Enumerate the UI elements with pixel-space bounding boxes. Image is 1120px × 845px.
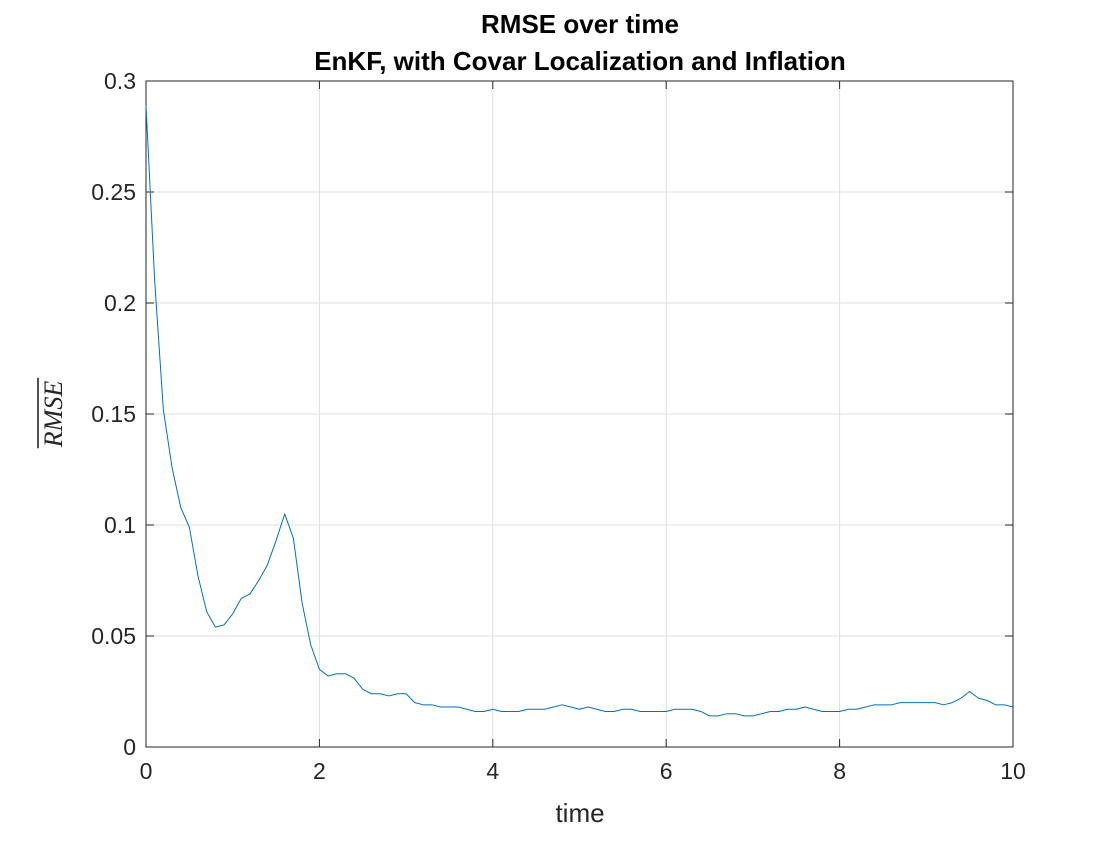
y-axis-label: RMSE xyxy=(39,381,68,449)
y-axis-label-group: RMSE xyxy=(37,377,68,449)
x-tick-label: 8 xyxy=(833,758,846,784)
x-tick-label: 4 xyxy=(486,758,499,784)
series-line xyxy=(145,105,1014,717)
series-layer xyxy=(145,105,1014,717)
chart-subtitle: EnKF, with Covar Localization and Inflat… xyxy=(314,46,846,76)
y-tick-label: 0.2 xyxy=(104,290,136,316)
grid xyxy=(145,80,1014,748)
x-tick-label: 2 xyxy=(313,758,326,784)
y-tick-label: 0.05 xyxy=(91,623,136,649)
x-tick-label: 10 xyxy=(1000,758,1026,784)
x-axis-label: time xyxy=(555,798,604,828)
x-tick-label: 6 xyxy=(660,758,673,784)
y-tick-label: 0.3 xyxy=(104,68,136,94)
axis-labels: 0 2 4 6 8 10 0 0.05 0.1 0.15 0.2 0.25 0.3 xyxy=(91,68,1026,784)
y-tick-label: 0 xyxy=(123,734,136,760)
x-tick-label: 0 xyxy=(140,758,153,784)
y-tick-label: 0.1 xyxy=(104,512,136,538)
chart-title: RMSE over time xyxy=(481,9,679,39)
y-tick-label: 0.15 xyxy=(91,401,136,427)
y-tick-label: 0.25 xyxy=(91,179,136,205)
axis-ticks xyxy=(145,80,1014,748)
